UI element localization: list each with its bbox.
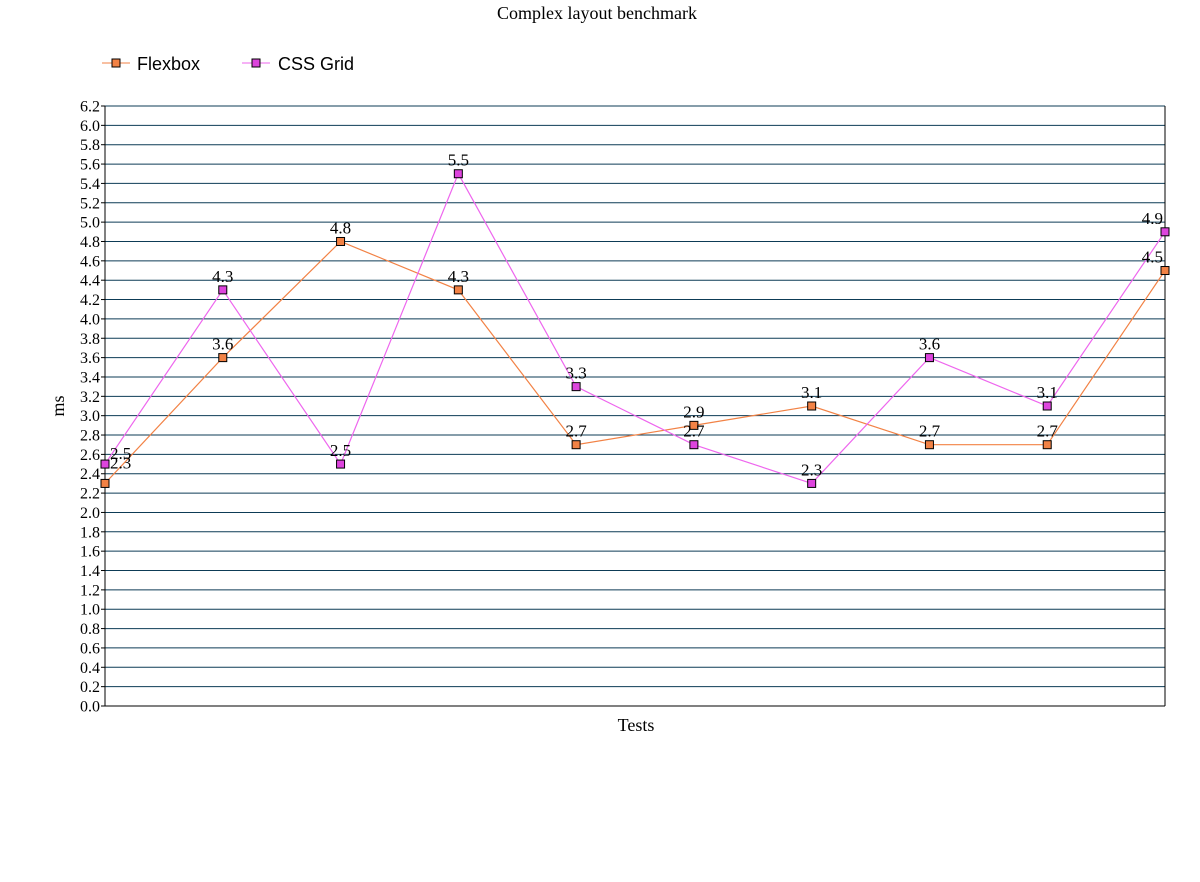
- series-line-flexbox: [104, 240, 1166, 484]
- y-tick-label: 4.4: [80, 273, 100, 290]
- y-tick-label: 0.0: [80, 699, 100, 716]
- data-point-flexbox: [100, 478, 110, 488]
- data-point-flexbox: [1160, 266, 1170, 276]
- legend-item-css-grid: CSS Grid: [242, 54, 354, 74]
- data-point-flexbox: [1042, 440, 1052, 450]
- y-tick-label: 5.6: [80, 157, 100, 174]
- data-label-flexbox: 2.9: [683, 402, 704, 421]
- data-label-css-grid: 4.9: [1142, 209, 1163, 228]
- y-tick-label: 2.0: [80, 505, 100, 522]
- data-point-flexbox: [924, 440, 934, 450]
- y-axis-title: ms: [48, 395, 68, 416]
- chart-title: Complex layout benchmark: [497, 3, 697, 23]
- data-label-flexbox: 2.7: [1037, 422, 1059, 441]
- y-axis-ticks: 0.0 0.2 0.4 0.6 0.8 1.0 1.2 1.4 1.6 1.8 2.0 2.2 2.4 2…: [80, 99, 105, 716]
- y-tick-label: 4.0: [80, 311, 100, 328]
- data-point-css-grid: [453, 169, 463, 179]
- data-label-css-grid: 3.1: [1037, 383, 1058, 402]
- data-label-flexbox: 2.7: [919, 422, 941, 441]
- legend-item-flexbox: Flexbox: [102, 54, 200, 74]
- data-point-flexbox: [807, 401, 817, 411]
- y-tick-label: 5.0: [80, 215, 100, 232]
- y-tick-label: 6.2: [80, 99, 100, 116]
- y-tick-label: 3.0: [80, 408, 100, 425]
- data-point-css-grid: [571, 382, 581, 392]
- legend-label-flexbox: Flexbox: [137, 54, 200, 74]
- y-tick-label: 1.2: [80, 582, 100, 599]
- data-label-flexbox: 3.1: [801, 383, 822, 402]
- y-tick-label: 3.6: [80, 350, 100, 367]
- legend-label-css-grid: CSS Grid: [278, 54, 354, 74]
- y-tick-label: 5.2: [80, 195, 100, 212]
- data-point-flexbox: [336, 236, 346, 246]
- data-label-css-grid: 2.5: [330, 441, 351, 460]
- data-label-flexbox: 4.5: [1142, 248, 1163, 267]
- y-tick-label: 3.4: [80, 369, 100, 386]
- series-layer: [100, 169, 1170, 488]
- data-point-flexbox: [453, 285, 463, 295]
- data-point-css-grid: [924, 353, 934, 363]
- data-labels-layer: 2.33.64.84.32.72.93.12.7 2.74.52.54.32.55…: [110, 151, 1163, 480]
- data-label-css-grid: 3.6: [919, 335, 940, 354]
- data-label-flexbox: 2.7: [565, 422, 587, 441]
- y-tick-label: 0.4: [80, 660, 100, 677]
- y-tick-label: 3.8: [80, 331, 100, 348]
- y-tick-label: 2.4: [80, 466, 100, 483]
- data-label-flexbox: 4.8: [330, 218, 351, 237]
- data-point-css-grid: [689, 440, 699, 450]
- y-tick-label: 1.6: [80, 544, 100, 561]
- data-label-flexbox: 4.3: [448, 267, 469, 286]
- y-tick-label: 2.8: [80, 428, 100, 445]
- y-tick-label: 4.6: [80, 253, 100, 270]
- y-tick-label: 1.4: [80, 563, 100, 580]
- y-tick-label: 4.2: [80, 292, 100, 309]
- axes: [104, 106, 1166, 707]
- data-label-flexbox: 3.6: [212, 335, 233, 354]
- y-tick-label: 4.8: [80, 234, 100, 251]
- data-point-css-grid: [1042, 401, 1052, 411]
- data-point-css-grid: [100, 459, 110, 469]
- data-point-css-grid: [1160, 227, 1170, 237]
- y-tick-label: 1.0: [80, 602, 100, 619]
- y-tick-label: 6.0: [80, 118, 100, 135]
- x-axis-title: Tests: [618, 715, 655, 735]
- data-label-css-grid: 5.5: [448, 151, 469, 170]
- data-label-css-grid: 2.3: [801, 460, 822, 479]
- data-label-css-grid: 4.3: [212, 267, 233, 286]
- gridlines: [105, 105, 1165, 688]
- data-label-flexbox: 2.3: [110, 453, 131, 472]
- data-point-css-grid: [218, 285, 228, 295]
- data-point-flexbox: [218, 353, 228, 363]
- y-tick-label: 2.2: [80, 486, 100, 503]
- y-tick-label: 1.8: [80, 524, 100, 541]
- data-point-css-grid: [336, 459, 346, 469]
- data-label-css-grid: 3.3: [565, 364, 586, 383]
- data-point-flexbox: [689, 420, 699, 430]
- y-tick-label: 3.2: [80, 389, 100, 406]
- data-point-css-grid: [807, 478, 817, 488]
- y-tick-label: 0.6: [80, 640, 100, 657]
- y-tick-label: 2.6: [80, 447, 100, 464]
- data-label-css-grid: 2.7: [683, 422, 705, 441]
- y-tick-label: 0.8: [80, 621, 100, 638]
- y-tick-label: 0.2: [80, 679, 100, 696]
- data-point-flexbox: [571, 440, 581, 450]
- y-tick-label: 5.8: [80, 137, 100, 154]
- legend: Flexbox CSS Grid: [102, 54, 354, 74]
- y-tick-label: 5.4: [80, 176, 100, 193]
- data-label-css-grid: 2.5: [110, 444, 131, 463]
- series-line-css-grid: [104, 172, 1166, 485]
